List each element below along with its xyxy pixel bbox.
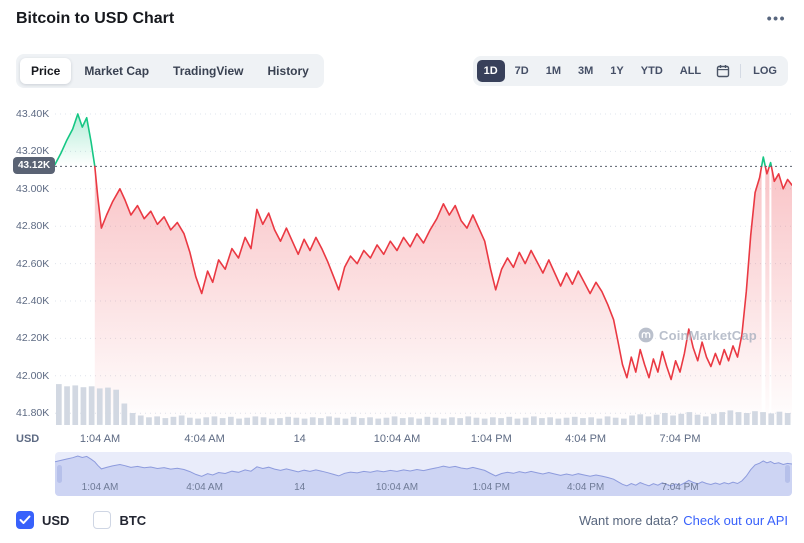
btc-checkbox-unchecked bbox=[93, 511, 112, 529]
chart-footer: USD BTC Want more data? Check out our AP… bbox=[16, 508, 788, 532]
x-axis-label: 1:04 AM bbox=[79, 433, 121, 445]
chart-toolbar: Price Market Cap TradingView History 1D … bbox=[16, 54, 788, 88]
y-axis-tick-label: 42.80K bbox=[16, 220, 50, 233]
x-axis-label: 14 bbox=[293, 433, 306, 445]
usd-checkbox-checked bbox=[16, 511, 34, 529]
page-header: Bitcoin to USD Chart ••• bbox=[16, 10, 788, 28]
y-axis-tick-label: 42.40K bbox=[16, 295, 50, 307]
x-axis-label: 10:04 AM bbox=[373, 433, 421, 445]
x-axis-label: 1:04 PM bbox=[472, 482, 510, 493]
api-promo: Want more data? Check out our API bbox=[579, 513, 788, 528]
x-axis-label: 10:04 AM bbox=[375, 482, 419, 493]
x-axis-label: 1:04 AM bbox=[81, 482, 119, 493]
range-7d-button[interactable]: 7D bbox=[514, 65, 529, 77]
range-navigator[interactable]: 1:04 AM 4:04 AM 14 10:04 AM 1:04 PM 4:04 PM 7:… bbox=[55, 452, 792, 496]
x-axis-label: 7:04 PM bbox=[659, 433, 701, 445]
navigator-left-handle[interactable] bbox=[57, 465, 62, 483]
navigator-plot-svg[interactable] bbox=[55, 452, 792, 496]
current-price-badge: 43.12K bbox=[13, 157, 56, 175]
y-axis-tick-label: 43.20K bbox=[16, 145, 50, 158]
y-axis-tick-label: 42.00K bbox=[16, 369, 50, 382]
toolbar-divider bbox=[740, 64, 742, 78]
x-axis-label: 4:04 PM bbox=[565, 433, 607, 445]
page-title: Bitcoin to USD Chart bbox=[16, 10, 175, 27]
api-prompt-text: Want more data? bbox=[578, 512, 679, 528]
coinmarketcap-logo-icon bbox=[638, 327, 654, 343]
currency-toggles: USD BTC bbox=[16, 511, 146, 529]
watermark-text: CoinMarketCap bbox=[659, 327, 757, 343]
x-axis-label: 4:04 AM bbox=[184, 433, 225, 445]
api-link[interactable]: Check out our API bbox=[683, 512, 788, 528]
range-all-button[interactable]: ALL bbox=[679, 65, 702, 77]
y-axis-tick-label: 42.60K bbox=[16, 257, 50, 270]
calendar-icon bbox=[716, 65, 730, 78]
range-1y-button[interactable]: 1Y bbox=[610, 65, 624, 77]
range-ytd-button[interactable]: YTD bbox=[640, 65, 663, 77]
navigator-right-handle[interactable] bbox=[785, 465, 790, 483]
x-axis-label: 4:04 AM bbox=[186, 482, 223, 493]
y-axis-tick-label: 43.00K bbox=[16, 182, 50, 195]
check-icon bbox=[19, 515, 31, 524]
tab-market-cap[interactable]: Market Cap bbox=[84, 64, 150, 78]
usd-label: USD bbox=[42, 512, 70, 528]
y-axis-tick-label: 43.40K bbox=[16, 108, 50, 120]
log-scale-button[interactable]: LOG bbox=[753, 65, 777, 77]
usd-toggle[interactable]: USD bbox=[16, 511, 69, 529]
tab-history[interactable]: History bbox=[267, 64, 309, 78]
coinmarketcap-watermark: CoinMarketCap bbox=[638, 327, 757, 343]
tab-price[interactable]: Price bbox=[20, 58, 72, 84]
tab-tradingview[interactable]: TradingView bbox=[173, 64, 244, 78]
price-plot-svg[interactable] bbox=[55, 105, 792, 425]
navigator-labels: 1:04 AM 4:04 AM 14 10:04 AM 1:04 PM 4:04 PM 7:… bbox=[55, 452, 792, 496]
x-axis-label: 4:04 PM bbox=[566, 482, 605, 493]
y-axis-tick-label: 41.80K bbox=[16, 407, 50, 420]
y-axis-unit-label: USD bbox=[16, 433, 40, 445]
x-axis-label: 1:04 PM bbox=[470, 433, 512, 445]
x-axis-label: 14 bbox=[294, 482, 306, 493]
range-3m-button[interactable]: 3M bbox=[578, 65, 594, 77]
y-axis-tick-label: 42.20K bbox=[16, 332, 50, 345]
chart-type-tabs: Price Market Cap TradingView History bbox=[16, 54, 324, 88]
x-axis-label: 7:04 PM bbox=[661, 482, 699, 493]
price-chart-area: 43.40K 43.20K 43.00K 42.80K 42.60K 42.40K 42.2… bbox=[0, 105, 804, 452]
btc-label: BTC bbox=[119, 512, 147, 528]
more-options-button[interactable]: ••• bbox=[766, 10, 786, 26]
btc-toggle[interactable]: BTC bbox=[93, 511, 146, 529]
range-1d-button[interactable]: 1D bbox=[476, 60, 505, 82]
range-1m-button[interactable]: 1M bbox=[545, 65, 562, 77]
x-axis: 1:04 AM 4:04 AM 14 10:04 AM 1:04 PM 4:04 PM 7:… bbox=[55, 433, 792, 447]
time-range-controls: 1D 7D 1M 3M 1Y YTD ALL LOG bbox=[472, 56, 788, 86]
calendar-button[interactable] bbox=[711, 61, 735, 81]
